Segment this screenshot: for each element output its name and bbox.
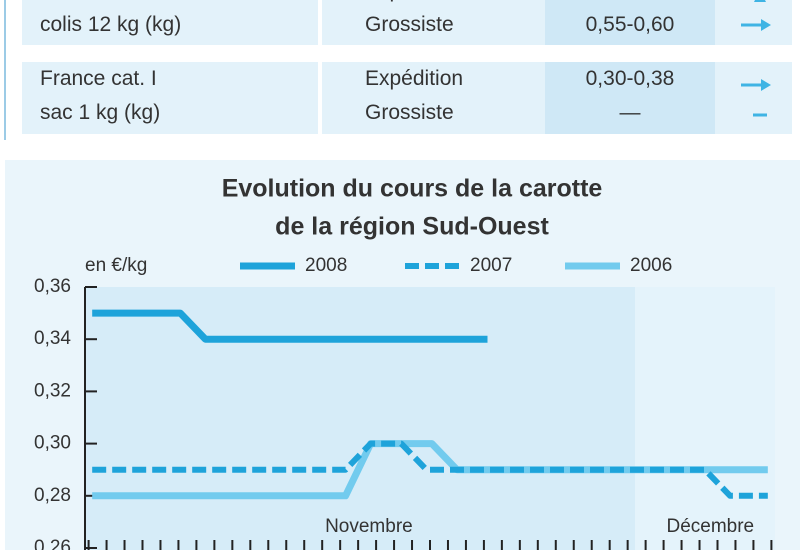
row-sep <box>22 45 792 62</box>
series-line <box>92 440 768 499</box>
trend-icon <box>741 79 771 91</box>
legend-label: 2008 <box>305 255 347 276</box>
y-tick-label: 0,26 <box>34 537 71 550</box>
plot-area <box>85 287 635 550</box>
price: 0,30-0,38 <box>585 67 675 90</box>
col-sep <box>318 0 322 134</box>
plot-area-december <box>635 287 775 550</box>
month-label: Novembre <box>325 516 413 537</box>
legend-label: 2007 <box>470 255 512 276</box>
chart-title: Evolution du cours de la carotte <box>222 175 603 203</box>
chart-title: de la région Sud-Ouest <box>275 213 549 241</box>
y-tick-label: 0,28 <box>34 485 71 506</box>
product: sac 1 kg (kg) <box>40 101 161 124</box>
product: France cat. I <box>40 0 310 8</box>
y-tick-label: 0,30 <box>34 433 71 454</box>
trend-icon <box>754 0 766 2</box>
table-frame <box>4 0 6 140</box>
product: France cat. I <box>40 67 157 90</box>
y-tick-label: 0,36 <box>34 276 71 297</box>
stage: Grossiste <box>365 13 454 36</box>
stage: Expédition <box>365 0 535 8</box>
price-col <box>545 0 715 134</box>
y-tick-label: 0,34 <box>34 328 71 349</box>
y-tick-label: 0,32 <box>34 380 71 401</box>
trend-icon <box>741 19 771 31</box>
price: 0,55-0,60 <box>585 13 675 36</box>
product: colis 12 kg (kg) <box>40 13 182 36</box>
stage: Expédition <box>365 67 464 90</box>
series-line <box>92 309 488 343</box>
price: — <box>619 101 641 124</box>
stage: Grossiste <box>365 101 454 124</box>
price: 0,35-0,40 <box>545 0 715 8</box>
y-axis-label: en €/kg <box>85 255 147 276</box>
month-label: Décembre <box>666 516 754 537</box>
legend-label: 2006 <box>630 255 672 276</box>
